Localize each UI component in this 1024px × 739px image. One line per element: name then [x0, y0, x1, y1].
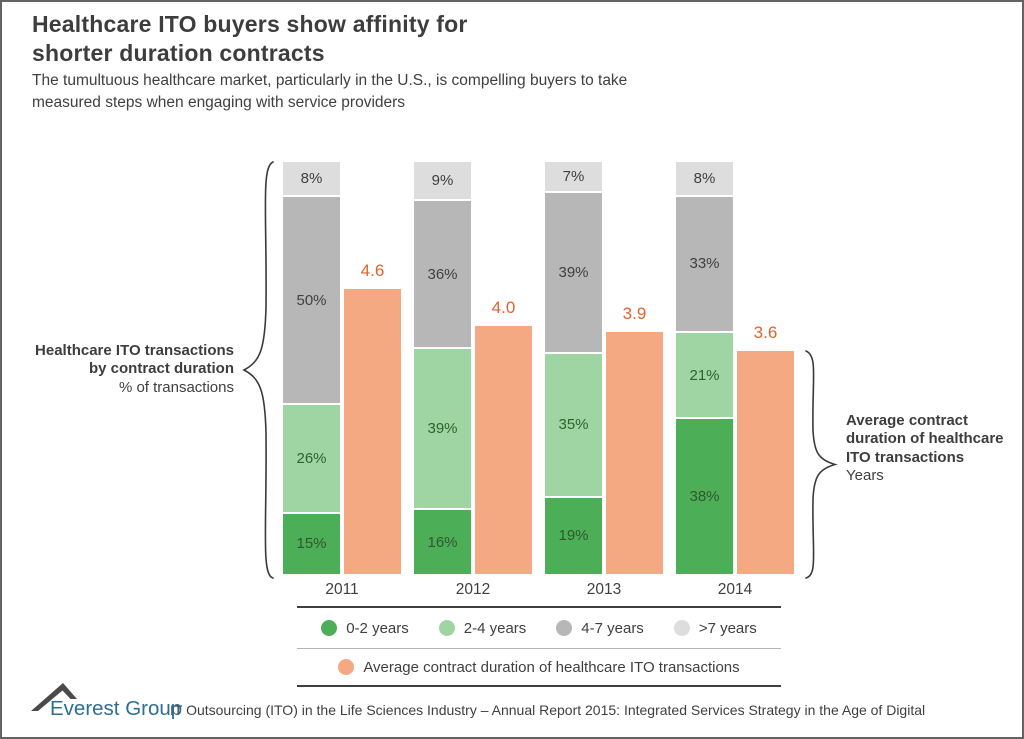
segment-value-label: 39% [558, 263, 589, 281]
stacked-bar-segment: 19% [545, 495, 602, 574]
average-bar-column: 3.9 [606, 162, 663, 574]
stacked-bar: 8% 33% 21% 38% [676, 162, 733, 574]
segment-value-label: 8% [693, 169, 716, 187]
year-label: 2011 [325, 581, 359, 598]
segment-value-label: 38% [689, 488, 720, 506]
stacked-bar-segment: 7% [545, 162, 602, 191]
stacked-bar-segment: 16% [414, 508, 471, 574]
bar-pair: 8% 50% 26% 15% 4.6 [283, 162, 401, 574]
stacked-bar-segment: 38% [676, 417, 733, 574]
report-title: IT Outsourcing (ITO) in the Life Science… [170, 702, 926, 718]
segment-value-label: 19% [558, 527, 589, 545]
left-brace [242, 161, 274, 579]
page-subtitle: The tumultuous healthcare market, partic… [32, 72, 628, 111]
segment-value-label: 15% [296, 535, 327, 553]
stacked-bar-segment: 15% [283, 511, 340, 574]
year-label: 2014 [717, 581, 753, 598]
segment-value-label: 35% [558, 416, 589, 434]
average-bar-column: 4.0 [475, 162, 532, 574]
stacked-bar-segment: 39% [545, 190, 602, 352]
stacked-bar: 7% 39% 35% 19% [545, 162, 602, 574]
average-bar [606, 332, 663, 574]
bar-group: 9% 36% 39% 16% 4.0 2012 [414, 162, 532, 599]
bar-pair: 8% 33% 21% 38% 3.6 [676, 162, 794, 574]
average-bar-column: 3.6 [737, 162, 794, 574]
right-axis-label-title: Average contract duration of healthcare … [846, 412, 1004, 466]
segment-value-label: 33% [689, 255, 720, 273]
segment-value-label: 21% [689, 366, 720, 384]
average-bar [344, 288, 401, 574]
legend-item: 4-7 years [556, 620, 644, 637]
stacked-bar: 8% 50% 26% 15% [283, 162, 340, 574]
footer: Everest Group IT Outsourcing (ITO) in th… [28, 674, 925, 724]
segment-value-label: 36% [427, 265, 458, 283]
stacked-bar: 9% 36% 39% 16% [414, 162, 471, 574]
left-axis-label: Healthcare ITO transactions by contract … [18, 342, 234, 397]
year-label: 2013 [586, 581, 622, 598]
segment-value-label: 9% [431, 172, 454, 190]
right-axis-label: Average contract duration of healthcare … [846, 412, 1016, 485]
bar-group: 7% 39% 35% 19% 3.9 2013 [545, 162, 663, 599]
segment-value-label: 8% [300, 170, 323, 188]
legend-dot-icon [673, 620, 690, 636]
legend-row-durations: 0-2 years 2-4 years 4-7 years >7 years [297, 608, 781, 649]
mountain-peak-icon [31, 683, 77, 711]
stacked-bar-segment: 39% [414, 347, 471, 509]
legend-item-label: 2-4 years [463, 619, 527, 637]
legend-dot-icon [321, 620, 338, 636]
legend-item: 0-2 years [321, 620, 409, 637]
stacked-bar-segment: 33% [676, 194, 733, 331]
segment-value-label: 50% [296, 291, 327, 309]
legend-item: 2-4 years [438, 619, 527, 637]
legend-item-label: Average contract duration of healthcare … [363, 658, 740, 676]
left-axis-label-title: Healthcare ITO transactions by contract … [35, 342, 234, 378]
segment-value-label: 16% [427, 533, 458, 551]
average-bar-column: 4.6 [344, 162, 401, 574]
bar-group: 8% 33% 21% 38% 3.6 2014 [676, 162, 794, 599]
right-axis-label-unit: Years [846, 466, 884, 484]
legend-item: >7 years [673, 619, 757, 637]
stacked-bar-segment: 36% [414, 199, 471, 348]
everest-group-logo: Everest Group [28, 678, 182, 724]
bar-pair: 7% 39% 35% 19% 3.9 [545, 162, 663, 574]
segment-value-label: 26% [296, 449, 327, 467]
brand-name: Everest Group [50, 697, 183, 720]
segment-value-label: 7% [562, 167, 585, 185]
stacked-bar-segment: 26% [283, 403, 340, 512]
stacked-bar-segment: 21% [676, 330, 733, 418]
average-value-label: 4.6 [360, 260, 385, 280]
page-title: Healthcare ITO buyers show affinity for … [32, 11, 468, 66]
average-bar [737, 350, 794, 574]
bar-pair: 9% 36% 39% 16% 4.0 [414, 162, 532, 574]
average-legend-dot-icon [338, 659, 355, 675]
average-value-label: 3.9 [622, 304, 647, 324]
stacked-bar-segment: 8% [676, 162, 733, 195]
segment-value-label: 39% [427, 420, 458, 438]
left-axis-label-unit: % of transactions [118, 378, 234, 396]
legend-item-label: 0-2 years [346, 619, 409, 637]
bar-group: 8% 50% 26% 15% 4.6 2011 [283, 162, 401, 599]
legend-row-average: Average contract duration of healthcare … [297, 649, 781, 685]
legend: 0-2 years 2-4 years 4-7 years >7 years Aver… [297, 606, 781, 687]
year-label: 2012 [455, 581, 491, 598]
average-value-label: 3.6 [753, 322, 778, 342]
legend-dot-icon [438, 620, 455, 636]
legend-item-label: 4-7 years [581, 619, 644, 637]
average-value-label: 4.0 [491, 298, 516, 317]
right-brace [805, 350, 838, 579]
stacked-bar-segment: 50% [283, 195, 340, 404]
legend-item-label: >7 years [698, 619, 757, 637]
stacked-bar-segment: 8% [283, 162, 340, 196]
stacked-bar-segment: 9% [414, 162, 471, 200]
legend-item-average: Average contract duration of healthcare … [338, 658, 740, 676]
bar-chart: 8% 50% 26% 15% 4.6 2011 9% 36% 39% 16% 4.0 2012 7% 39… [283, 162, 794, 599]
average-bar [475, 326, 532, 574]
stacked-bar-segment: 35% [545, 351, 602, 496]
legend-dot-icon [556, 620, 573, 636]
